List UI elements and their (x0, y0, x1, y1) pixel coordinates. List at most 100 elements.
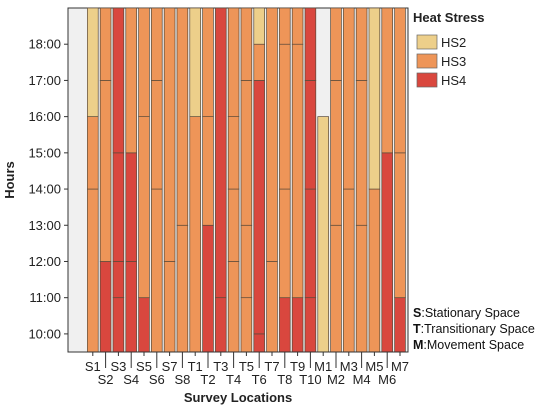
x-tick-label-t2: T2 (200, 372, 215, 387)
bar-segment-s4-3 (125, 7, 137, 154)
bar-s7 (163, 7, 176, 353)
legend-label-hs2: HS2 (441, 35, 466, 50)
x-axis-title: Survey Locations (184, 390, 292, 405)
bar-m1 (317, 116, 329, 353)
bar-t7 (266, 7, 278, 353)
bar-t3 (215, 7, 227, 353)
x-tick-label-s7: S7 (162, 359, 178, 374)
bar-segment-t10-1 (304, 297, 317, 353)
bar-segment-s8-1 (176, 224, 189, 353)
legend-swatch-hs2 (416, 34, 438, 50)
bar-segment-t10-4 (304, 7, 317, 81)
bar-t6 (253, 7, 265, 353)
bar-segment-m2-3 (330, 7, 342, 81)
bar-segment-t4-3 (227, 116, 240, 190)
bar-segment-t5-3 (240, 80, 253, 226)
bar-segment-s4-2 (125, 152, 137, 262)
bar-segment-t2-2 (202, 116, 214, 226)
bar-m7 (394, 7, 406, 353)
bar-s8 (176, 7, 189, 353)
bar-segment-s8-2 (176, 7, 189, 226)
bar-segment-t2-1 (202, 224, 214, 353)
bar-segment-s3-1 (112, 297, 125, 353)
bar-segment-s6-3 (151, 7, 163, 81)
y-tick-label: 13:00 (28, 218, 61, 233)
x-tick-label-s6: S6 (149, 372, 165, 387)
bar-segment-s7-1 (163, 261, 176, 353)
legend-swatch-hs4 (416, 72, 438, 88)
bar-t10 (304, 7, 317, 353)
note-t: T:Transitionary Space (413, 322, 535, 336)
x-tick-label-t9: T9 (290, 359, 305, 374)
x-axis: S1S2S3S4S5S6S7S8T1T2T3T4T5T6T7T8T9T10M1M… (68, 351, 409, 387)
bar-segment-s5-1 (138, 297, 150, 353)
bar-s4 (125, 7, 137, 353)
bar-t8 (279, 7, 291, 353)
bar-s2 (99, 7, 112, 353)
bar-segment-m3-1 (343, 188, 355, 353)
x-tick-label-s2: S2 (98, 372, 114, 387)
bar-segment-s3-4 (112, 7, 125, 154)
bar-m5 (368, 7, 381, 353)
bar-m4 (355, 7, 368, 353)
y-tick-label: 15:00 (28, 145, 61, 160)
bar-segment-t6-3 (253, 43, 265, 81)
bar-segment-t8-4 (279, 7, 291, 45)
bar-segment-t5-4 (240, 7, 253, 81)
legend-label-hs4: HS4 (441, 73, 466, 88)
bar-m2 (330, 7, 342, 353)
bar-segment-m7-2 (394, 152, 406, 299)
y-axis-title: Hours (2, 161, 17, 199)
bar-segment-t7-1 (266, 261, 278, 353)
bar-segment-m6-2 (381, 7, 393, 154)
note-key: M (413, 338, 423, 352)
bar-segment-t5-2 (240, 224, 253, 299)
bar-segment-s6-2 (151, 80, 163, 190)
bar-segment-t4-4 (227, 7, 240, 117)
y-tick-label: 14:00 (28, 182, 61, 197)
bar-segment-m2-1 (330, 224, 342, 353)
x-tick-label-s4: S4 (123, 372, 139, 387)
bar-segment-t1-2 (189, 7, 201, 117)
bar-segment-t9-2 (291, 43, 304, 299)
bar-m6 (381, 7, 393, 353)
x-tick-label-s3: S3 (110, 359, 126, 374)
x-tick-label-t8: T8 (277, 372, 292, 387)
bar-segment-t9-3 (291, 7, 304, 45)
bar-segment-s6-1 (151, 188, 163, 353)
bar-t2 (202, 7, 214, 353)
bar-segment-t10-3 (304, 80, 317, 190)
bar-s3 (112, 7, 125, 353)
bar-segment-m5-1 (368, 188, 381, 353)
bar-segment-m6-1 (381, 152, 393, 353)
y-tick-label: 18:00 (28, 37, 61, 52)
bar-segment-t6-1 (253, 333, 265, 353)
note-text: :Transitionary Space (421, 322, 535, 336)
bar-segment-t7-2 (266, 7, 278, 262)
bar-segment-s5-3 (138, 7, 150, 117)
x-tick-label-s1: S1 (85, 359, 101, 374)
x-tick-label-m5: M5 (365, 359, 383, 374)
legend: Heat Stress HS2 HS3 HS4 (413, 10, 485, 88)
bar-segment-s3-3 (112, 152, 125, 262)
bar-s5 (138, 7, 150, 353)
bar-segment-s2-1 (99, 261, 112, 353)
y-tick-label: 16:00 (28, 109, 61, 124)
bar-segment-s3-2 (112, 261, 125, 299)
bar-segment-m4-2 (355, 80, 368, 226)
note-key: T (413, 322, 421, 336)
bar-segment-s2-2 (99, 80, 112, 262)
x-tick-label-t7: T7 (264, 359, 279, 374)
bar-segment-m7-3 (394, 7, 406, 154)
bar-segment-s4-1 (125, 261, 137, 353)
bar-segment-s2-3 (99, 7, 112, 81)
x-tick-label-s5: S5 (136, 359, 152, 374)
bar-segment-m4-3 (355, 7, 368, 81)
y-tick-label: 12:00 (28, 254, 61, 269)
x-tick-label-m3: M3 (340, 359, 358, 374)
bar-segment-t9-1 (291, 297, 304, 353)
legend-swatch-hs3 (416, 53, 438, 69)
bar-segment-s5-2 (138, 116, 150, 299)
